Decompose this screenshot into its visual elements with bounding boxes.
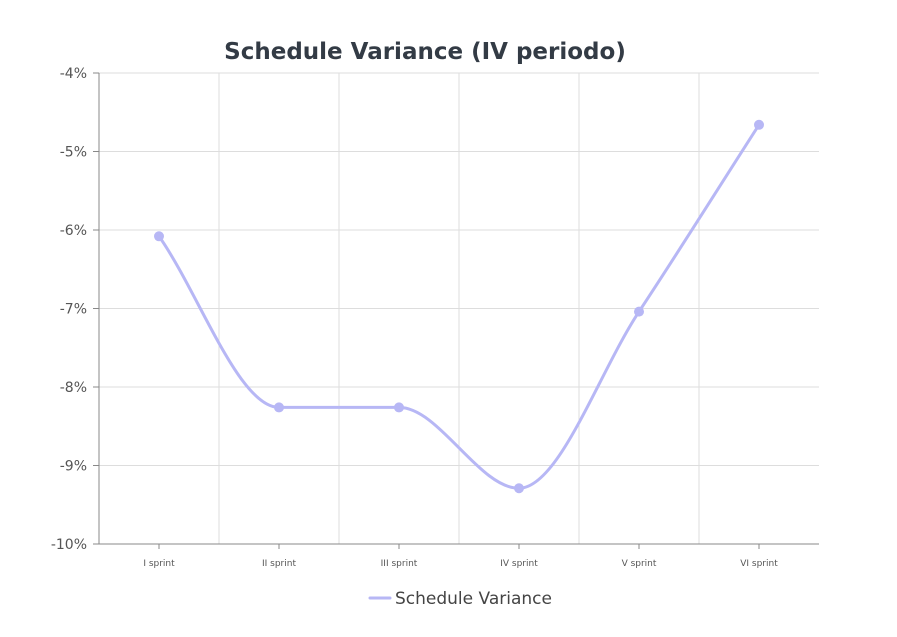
legend[interactable]: Schedule Variance	[368, 589, 552, 609]
x-tick-label: III sprint	[381, 559, 418, 569]
axis-layer: -4% -5% -6% -7% -8% -9% -10% I sprint II sprint I…	[51, 66, 819, 569]
y-tick-label: -4%	[60, 66, 87, 82]
x-tick-label: V sprint	[622, 559, 657, 569]
x-tick-label: IV sprint	[500, 559, 538, 569]
series-layer	[154, 119, 764, 494]
x-tick-label: I sprint	[143, 559, 175, 569]
y-tick-label: -8%	[60, 380, 87, 396]
legend-label-schedule-variance: Schedule Variance	[395, 589, 552, 609]
data-point	[154, 231, 164, 242]
y-tick-label: -9%	[60, 459, 87, 475]
y-tick-label: -10%	[51, 537, 87, 553]
data-point	[514, 483, 524, 494]
y-tick-label: -5%	[60, 145, 87, 161]
series-line-schedule-variance	[157, 123, 761, 490]
grid-layer	[99, 72, 819, 544]
chart-title: Schedule Variance (IV periodo)	[224, 39, 626, 65]
data-point	[394, 402, 404, 413]
y-tick-label: -6%	[60, 223, 87, 239]
x-tick-label: VI sprint	[740, 559, 778, 569]
data-point	[274, 402, 284, 413]
data-point	[754, 119, 764, 130]
x-tick-label: II sprint	[262, 559, 296, 569]
data-point	[634, 306, 644, 317]
y-tick-label: -7%	[60, 302, 87, 318]
